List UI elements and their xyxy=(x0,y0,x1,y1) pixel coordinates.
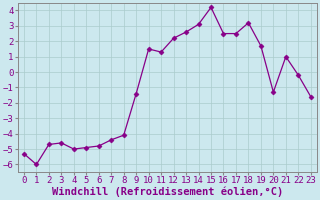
X-axis label: Windchill (Refroidissement éolien,°C): Windchill (Refroidissement éolien,°C) xyxy=(52,187,283,197)
